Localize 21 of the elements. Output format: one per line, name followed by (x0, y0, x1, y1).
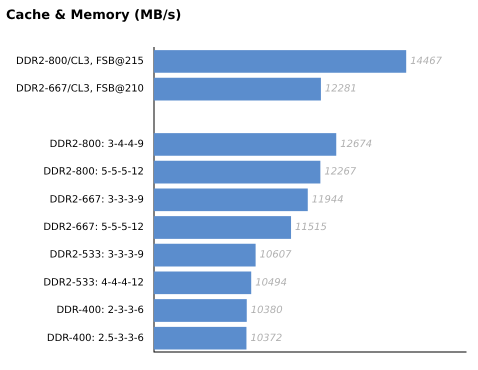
y-tick-label: DDR2-533: 4-4-4-12 (43, 277, 144, 288)
data-label: 10372 (250, 332, 282, 344)
y-tick-label: DDR2-667/CL3, FSB@210 (16, 84, 144, 95)
data-label: 10494 (255, 277, 288, 288)
y-tick-label: DDR2-800/CL3, FSB@215 (16, 56, 144, 68)
y-tick-label: DDR-400: 2-3-3-6 (56, 305, 144, 316)
data-label: 12674 (340, 139, 372, 150)
data-label: 11515 (295, 222, 327, 234)
y-tick-label: DDR2-533: 3-3-3-9 (50, 250, 144, 261)
y-tick-label: DDR2-667: 5-5-5-12 (43, 222, 144, 234)
y-tick-label: DDR2-800: 3-4-4-9 (50, 139, 144, 150)
y-tick-label: DDR2-800: 5-5-5-12 (43, 166, 144, 178)
data-label: 12281 (324, 84, 357, 95)
data-label: 11944 (312, 194, 344, 206)
data-label: 12267 (324, 166, 357, 178)
chart-title: Cache & Memory (MB/s) (6, 8, 182, 24)
data-label: 10380 (250, 305, 283, 316)
data-label: 10607 (260, 250, 292, 261)
y-tick-label: DDR-400: 2.5-3-3-6 (46, 332, 144, 344)
data-label: 14467 (410, 56, 443, 68)
y-tick-label: DDR2-667: 3-3-3-9 (50, 194, 144, 206)
